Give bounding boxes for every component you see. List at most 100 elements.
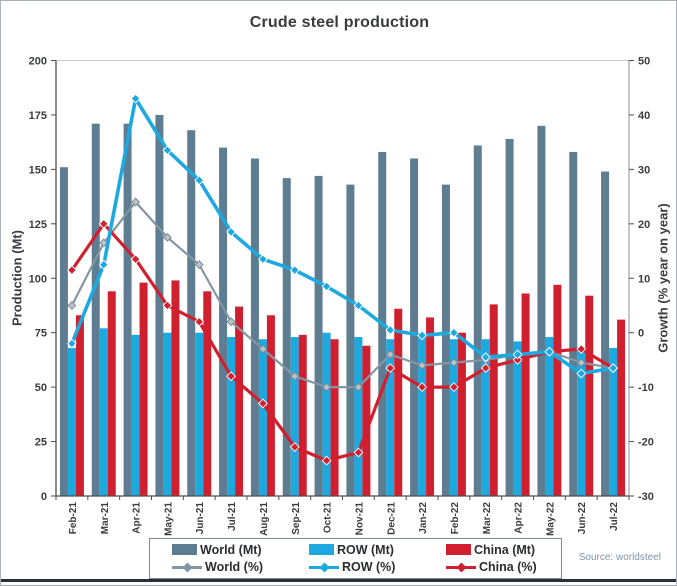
marker-china-apr-22 [512,354,523,365]
bar-world-mt-oct-21 [314,175,323,496]
x-axis-label-feb-21: Feb-21 [68,502,79,535]
marker-world-feb-22 [449,358,459,368]
marker-china-jan-22 [417,382,428,393]
marker-world-feb-21 [67,301,77,310]
legend-item-china-mt: China (Mt) [424,543,561,557]
marker-world-apr-21 [131,197,141,207]
right-tick-label: 0 [638,328,644,340]
marker-row-apr-22 [512,349,523,360]
legend-label: ROW (Mt) [337,542,394,557]
right-tick-label: 40 [638,110,650,122]
marker-china-feb-21 [66,265,77,276]
marker-row-apr-21 [130,93,141,104]
marker-world-nov-21 [353,382,363,392]
bar-row-mt-feb-22 [449,339,458,496]
bar-row-mt-mar-22 [481,339,490,496]
x-axis-label-sep-21: Sep-21 [291,502,302,535]
legend-label: ROW (%) [342,560,396,575]
bar-world-mt-jul-21 [219,147,228,496]
marker-world-jan-22 [417,360,427,370]
right-tick-label: 50 [638,56,650,68]
bottom-divider [1,579,676,582]
bar-china-mt-jun-22 [585,295,594,496]
legend-item-world-pct: World (%) [150,560,287,574]
marker-china-apr-21 [130,254,141,265]
china-line-marker-icon [446,562,476,573]
bar-china-mt-aug-21 [266,315,275,496]
right-tick-label: 30 [638,164,650,176]
x-axis-label-jan-22: Jan-22 [418,502,429,534]
right-tick-label: -10 [638,382,654,394]
bar-world-mt-mar-21 [91,123,100,497]
bar-row-mt-aug-21 [258,339,267,496]
marker-china-dec-21 [385,363,396,374]
marker-world-sep-21 [290,371,300,381]
marker-row-jul-21 [226,227,237,237]
marker-row-jul-22 [608,363,619,374]
marker-china-oct-21 [321,455,332,466]
legend-item-row-pct: ROW (%) [287,560,424,574]
x-axis-label-jun-21: Jun-21 [195,502,206,535]
marker-china-sep-21 [289,442,300,452]
marker-world-jun-21 [194,260,204,270]
china-bar-swatch-icon [446,544,471,556]
bar-china-mt-nov-21 [362,345,371,496]
legend-label: World (Mt) [200,542,262,557]
bar-world-mt-mar-22 [473,145,482,497]
marker-world-jun-22 [576,358,586,368]
bar-world-mt-sep-21 [282,178,291,496]
marker-china-nov-21 [353,447,364,458]
marker-china-jul-21 [226,371,237,382]
bar-world-mt-apr-22 [505,138,514,496]
bar-china-mt-oct-21 [330,339,339,496]
legend-item-world-mt: World (Mt) [150,543,287,557]
bar-china-mt-jul-21 [235,306,244,496]
x-axis-label-feb-22: Feb-22 [450,502,461,535]
marker-china-mar-21 [98,218,109,229]
left-tick-label: 0 [41,491,47,503]
bar-world-mt-feb-22 [441,184,450,496]
left-tick-label: 25 [35,437,47,449]
marker-world-oct-21 [322,382,332,392]
bar-china-mt-may-22 [553,284,562,496]
marker-row-may-22 [544,346,555,357]
x-axis-label-may-21: May-21 [163,502,174,536]
world-bar-swatch-icon [172,544,197,556]
x-axis-label-mar-21: Mar-21 [100,502,111,535]
line-china [70,222,614,463]
marker-row-may-21 [162,145,173,156]
bar-row-mt-feb-21 [67,347,76,496]
bar-world-mt-jul-22 [601,171,610,497]
bar-china-mt-jun-21 [203,291,212,496]
marker-china-mar-22 [480,363,491,374]
left-tick-label: 100 [29,273,47,285]
bar-world-mt-may-22 [537,125,546,496]
bar-china-mt-jan-22 [426,317,435,496]
bar-row-mt-jan-22 [418,334,427,496]
marker-china-jun-22 [576,344,587,354]
left-tick-label: 200 [29,56,47,68]
x-axis-label-jun-22: Jun-22 [577,502,588,535]
chart-plot-area: 0 25 50 75 100 125 150 175 200 -30 -20 -10 0 10 20 30 40… [29,56,654,536]
marker-china-may-21 [162,300,173,311]
bar-china-mt-jul-22 [617,319,626,496]
marker-world-aug-21 [258,344,268,354]
x-axis-label-jul-22: Jul-22 [609,502,620,531]
bar-row-mt-jun-21 [195,332,204,496]
bar-row-mt-apr-22 [513,341,522,496]
bar-row-mt-mar-21 [99,328,108,496]
y-axis-label-production: Production (Mt) [9,229,25,327]
marker-row-mar-22 [480,352,491,363]
bar-world-mt-aug-21 [250,158,259,497]
right-tick-label: 20 [638,219,650,231]
y-axis-label-growth: Growth (% year on year) [655,203,671,353]
marker-row-mar-21 [98,259,109,270]
marker-row-aug-21 [257,254,268,265]
legend-item-china-pct: China (%) [424,560,561,574]
marker-row-jan-22 [417,330,428,341]
bar-world-mt-feb-21 [59,167,68,496]
bar-world-mt-nov-21 [346,184,355,496]
chart-title: Crude steel production [249,14,430,31]
bar-world-mt-jun-21 [187,130,196,496]
